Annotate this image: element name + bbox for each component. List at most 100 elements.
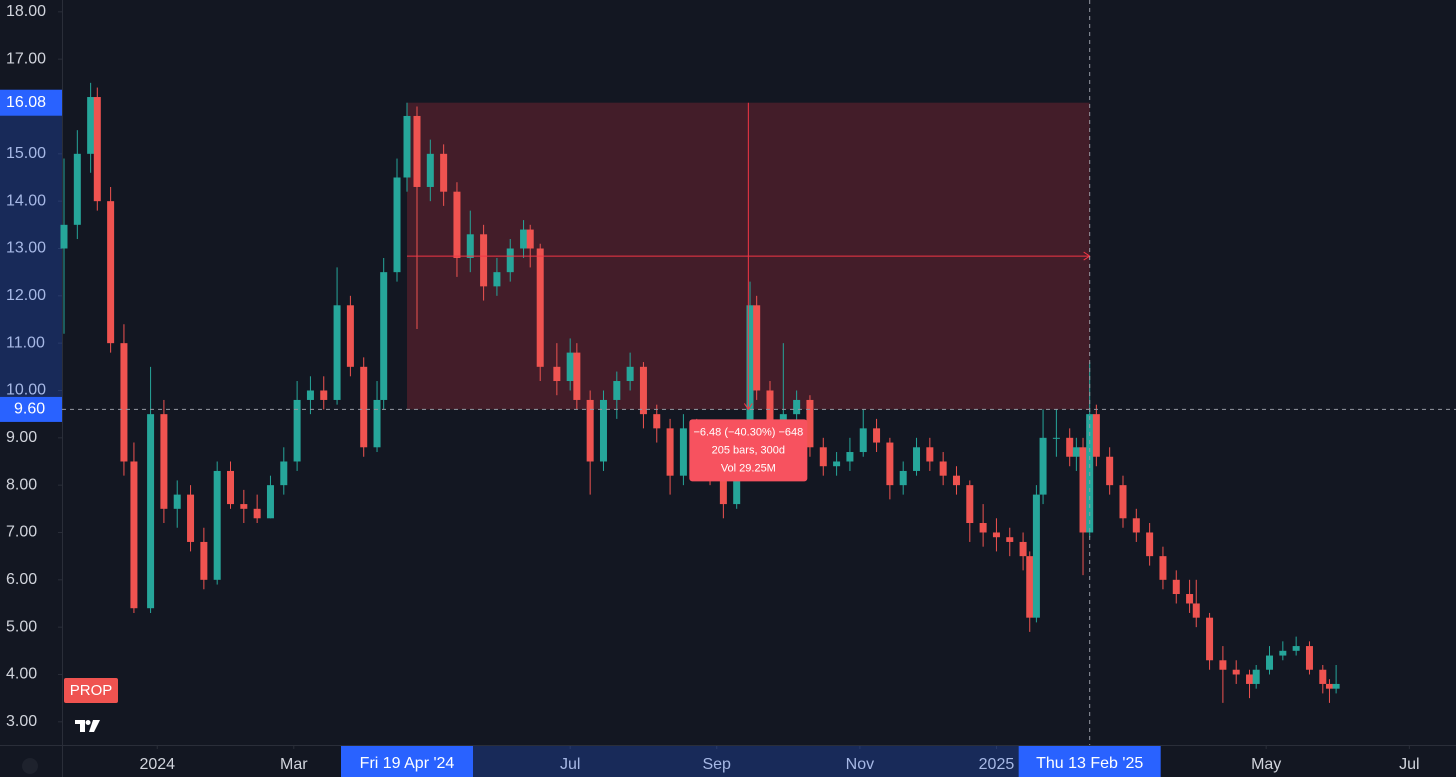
- time-range-band: [407, 746, 1090, 777]
- candle-body: [466, 234, 474, 258]
- candle-body: [536, 248, 544, 367]
- candle-body: [266, 485, 274, 519]
- candle-body: [1006, 537, 1014, 542]
- candle-body: [1252, 669, 1260, 684]
- measure-info-text: 205 bars, 300d: [712, 444, 785, 456]
- candle-body: [1132, 518, 1140, 533]
- y-tick-label: 13.00: [6, 240, 46, 257]
- candle-body: [573, 352, 581, 400]
- candle-body: [626, 366, 634, 382]
- y-tick-label: 5.00: [6, 618, 37, 635]
- candle-body: [200, 541, 208, 580]
- price-label: 16.08: [6, 94, 46, 111]
- time-label-bg: [1018, 746, 1161, 777]
- candle-body: [213, 470, 221, 580]
- candle-body: [926, 447, 934, 462]
- candle-body: [187, 494, 195, 542]
- candle-body: [613, 381, 621, 400]
- price-range-band: [0, 102, 62, 410]
- candle-body: [1159, 556, 1167, 580]
- y-tick-label: 3.00: [6, 713, 37, 730]
- candle-body: [453, 191, 461, 258]
- candle-body: [403, 115, 411, 178]
- x-tick-label: 2025: [979, 756, 1015, 773]
- y-tick-label: 10.00: [6, 382, 46, 399]
- candle-body: [1219, 660, 1227, 670]
- candle-body: [320, 390, 328, 400]
- y-tick-label: 12.00: [6, 287, 46, 304]
- y-tick-label: 4.00: [6, 666, 37, 683]
- candle-body: [130, 461, 138, 609]
- candle-body: [566, 352, 574, 382]
- y-tick-label: 18.00: [6, 3, 46, 20]
- candle-body: [87, 97, 95, 154]
- candle-body: [679, 428, 687, 476]
- candle-body: [1186, 594, 1194, 604]
- x-tick-label: May: [1251, 756, 1281, 773]
- candle-body: [393, 177, 401, 273]
- candle-body: [1072, 447, 1080, 457]
- candle-body: [173, 494, 181, 509]
- y-tick-label: 11.00: [6, 334, 45, 351]
- candle-body: [899, 470, 907, 486]
- candle-body: [846, 452, 854, 462]
- candle-body: [992, 532, 1000, 538]
- candle-body: [939, 461, 947, 476]
- candle-body: [1246, 674, 1254, 684]
- candle-body: [60, 224, 68, 249]
- candle-body: [280, 461, 288, 486]
- x-tick-label: Jul: [1399, 756, 1419, 773]
- candle-body: [886, 442, 894, 486]
- candle-body: [806, 399, 814, 448]
- candle-body: [493, 272, 501, 287]
- candle-body: [1332, 683, 1340, 689]
- candle-body: [253, 508, 261, 519]
- candle-body: [293, 399, 301, 462]
- candle-body: [719, 475, 727, 505]
- candle-body: [599, 399, 607, 462]
- price-label: 9.60: [14, 401, 45, 418]
- x-tick-label: 2024: [139, 756, 175, 773]
- candle-body: [480, 234, 488, 287]
- time-label: Thu 13 Feb '25: [1036, 755, 1143, 772]
- y-tick-label: 9.00: [6, 429, 37, 446]
- y-tick-label: 17.00: [6, 50, 46, 67]
- candle-body: [1232, 669, 1240, 675]
- candle-body: [1305, 646, 1313, 670]
- candle-body: [639, 366, 647, 415]
- candle-body: [979, 523, 987, 533]
- candle-body: [93, 97, 101, 202]
- candle-body: [1079, 447, 1087, 533]
- candle-body: [733, 461, 741, 505]
- candle-body: [1279, 650, 1287, 656]
- candle-body: [1192, 603, 1200, 618]
- candle-body: [520, 229, 528, 249]
- x-tick-label: Jul: [560, 756, 580, 773]
- price-label-bg: [0, 89, 62, 116]
- candle-body: [526, 229, 534, 249]
- candle-body: [966, 485, 974, 524]
- candle-body: [306, 390, 314, 400]
- candle-body: [1052, 437, 1060, 439]
- logo: [75, 720, 100, 732]
- candle-body: [746, 305, 754, 438]
- y-tick-label: 14.00: [6, 192, 46, 209]
- measure-info-text: −6.48 (−40.30%) −648: [693, 426, 803, 438]
- price-label-bg: [0, 396, 62, 422]
- x-tick-label: Sep: [702, 756, 731, 773]
- time-label-bg: [341, 746, 474, 777]
- y-tick-label: 15.00: [6, 145, 46, 162]
- candle-body: [227, 470, 235, 505]
- candle-body: [859, 428, 867, 453]
- candle-body: [333, 305, 341, 400]
- measure-info-box: [689, 419, 808, 482]
- candle-body: [586, 399, 594, 462]
- candle-body: [553, 366, 561, 382]
- candle-body: [147, 414, 155, 609]
- candle-body: [793, 399, 801, 415]
- candle-body: [240, 504, 248, 509]
- y-tick-label: 7.00: [6, 524, 37, 541]
